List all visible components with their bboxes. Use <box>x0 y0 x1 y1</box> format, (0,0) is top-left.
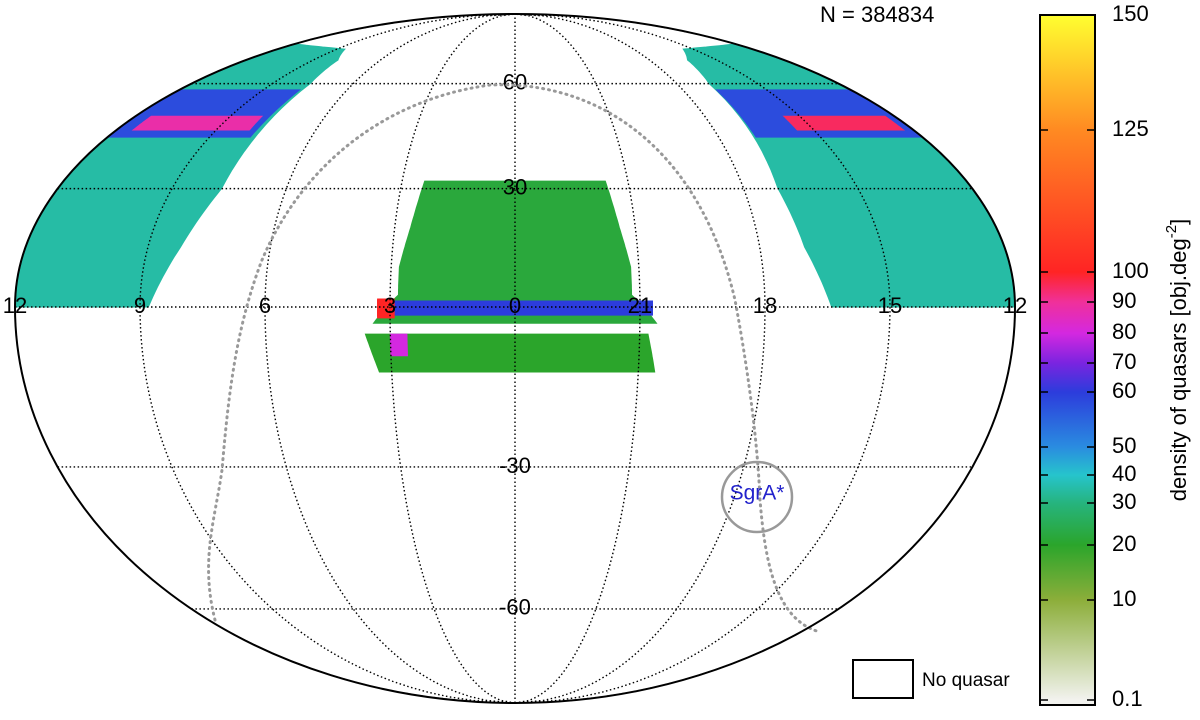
colorbar-ticks: 0.1 10 20 30 40 50 60 70 80 90 100 125 150 <box>1040 1 1149 711</box>
colorbar-tick-label: 40 <box>1112 461 1136 486</box>
meridian <box>389 13 516 704</box>
no-data-label: No quasar <box>922 670 1010 691</box>
ra-tick-label: 15 <box>878 293 902 318</box>
density-region <box>131 115 264 131</box>
dec-tick-label: 60 <box>503 69 527 94</box>
colorbar-label-main: density of quasars [obj.deg <box>1166 238 1191 501</box>
colorbar-tick-label: 10 <box>1112 586 1136 611</box>
colorbar-tick-label: 0.1 <box>1112 686 1143 711</box>
ra-tick-label: 0 <box>509 293 521 318</box>
colorbar-tick-label: 90 <box>1112 288 1136 313</box>
dec-tick-label: 30 <box>503 174 527 199</box>
galactic-plane <box>207 83 822 634</box>
colorbar-label-end: ] <box>1166 219 1191 225</box>
colorbar-label: density of quasars [obj.deg-2] <box>1163 219 1191 501</box>
sgra-label: SgrA* <box>730 482 785 505</box>
density-region <box>782 115 906 131</box>
ra-tick-label: 9 <box>134 293 146 318</box>
ra-tick-label: 6 <box>259 293 271 318</box>
sgra-marker <box>720 460 794 534</box>
dec-tick-label: -60 <box>499 595 531 620</box>
sky-border <box>13 13 1017 704</box>
colorbar-tick-label: 80 <box>1112 319 1136 344</box>
colorbar-tick-label: 20 <box>1112 531 1136 556</box>
dec-tick-label: -30 <box>499 453 531 478</box>
density-region <box>682 43 1015 308</box>
meridian <box>264 13 516 704</box>
colorbar-tick-label: 50 <box>1112 433 1136 458</box>
colorbar-tick-label: 30 <box>1112 489 1136 514</box>
density-map <box>15 43 1015 373</box>
colorbar-tick-label: 100 <box>1112 258 1149 283</box>
count-annotation: N = 384834 <box>820 2 934 27</box>
ra-tick-label: 21 <box>628 293 652 318</box>
colorbar <box>1040 15 1095 705</box>
density-region <box>389 333 409 357</box>
density-region <box>364 333 656 373</box>
no-data-swatch <box>852 659 914 699</box>
colorbar-tick-label: 150 <box>1112 1 1149 26</box>
colorbar-tick-label: 125 <box>1112 116 1149 141</box>
colorbar-frame <box>1039 14 1096 706</box>
meridian <box>514 13 891 704</box>
colorbar-tick-label: 70 <box>1112 349 1136 374</box>
ra-tick-label: 18 <box>753 293 777 318</box>
colorbar-label-sup: -2 <box>1163 225 1180 238</box>
ra-tick-label: 3 <box>384 293 396 318</box>
colorbar-tick-label: 60 <box>1112 378 1136 403</box>
